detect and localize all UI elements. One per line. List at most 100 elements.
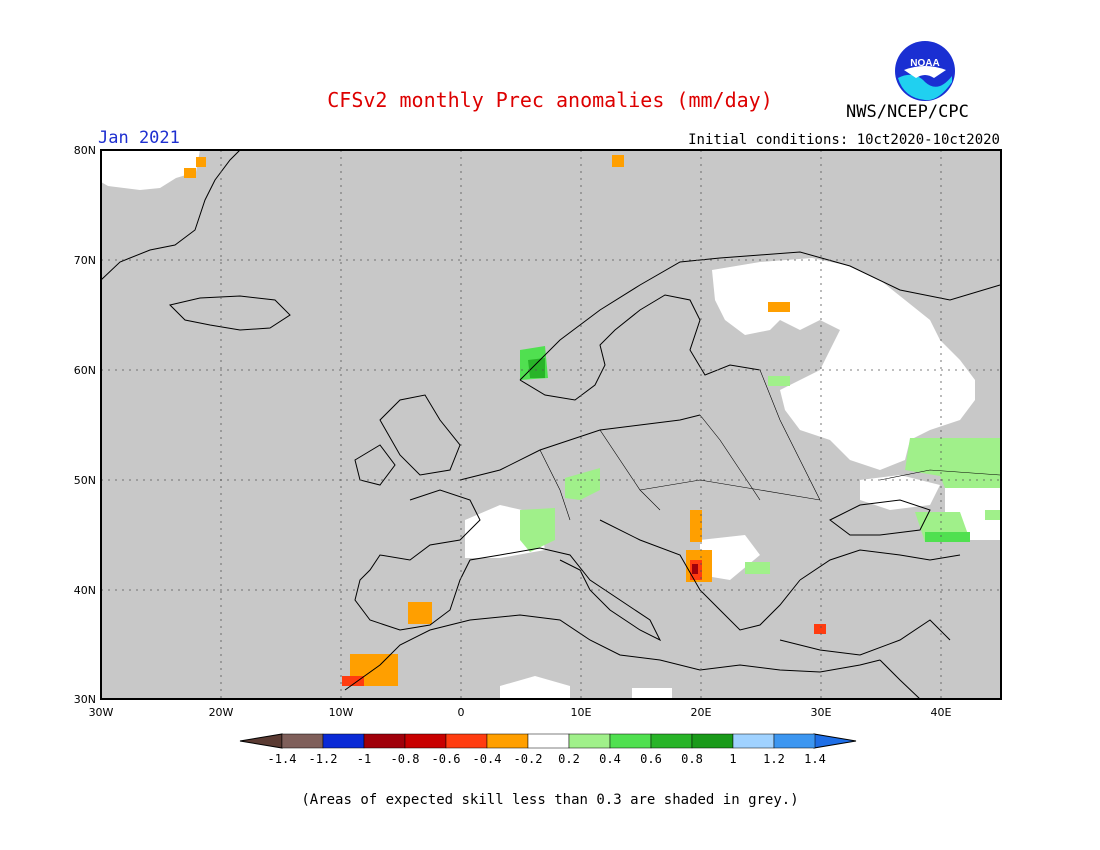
map-frame (100, 149, 1002, 700)
wet-region-norway-core (528, 358, 545, 378)
legend-label: 1.2 (763, 752, 785, 766)
dry-cell-crete (814, 624, 826, 634)
legend-swatch (650, 733, 693, 749)
lat-label: 40N (74, 584, 96, 597)
legend-swatch (322, 733, 365, 749)
coast-levant (879, 659, 921, 700)
wet-region-alps (520, 508, 555, 552)
legend-label: 1 (729, 752, 736, 766)
latitude-labels: 80N 70N 60N 50N 40N 30N (74, 144, 96, 706)
coast-baltic (519, 294, 761, 401)
legend-label: -0.8 (391, 752, 420, 766)
neutral-region-africa (500, 676, 570, 699)
coast-north-sea (459, 414, 701, 481)
noaa-logo-text: NOAA (910, 58, 939, 69)
legend-label: 0.8 (681, 752, 703, 766)
border-danube (639, 479, 821, 501)
legend-swatch (732, 733, 775, 749)
legend-swatch (363, 733, 406, 749)
wet-region-germany (565, 468, 600, 500)
agency-label: NWS/NCEP/CPC (846, 102, 969, 122)
legend-swatch (527, 733, 570, 749)
graticule (101, 150, 1001, 699)
dry-cell-albania-core (692, 564, 698, 574)
legend-low-arrow (239, 733, 283, 749)
coast-iceland (169, 295, 291, 331)
coast-greenland (100, 149, 241, 281)
border-eastern-europe (699, 414, 761, 501)
lon-label: 20W (209, 706, 234, 719)
legend-swatch (486, 733, 529, 749)
legend-label: -0.4 (473, 752, 502, 766)
wet-region-caucasus-core (925, 532, 970, 542)
dry-cell-greenland-a (184, 168, 196, 178)
coast-north-africa (344, 614, 881, 691)
noaa-logo-wave (898, 74, 952, 101)
legend-boxes (281, 733, 816, 749)
legend-swatch (609, 733, 652, 749)
neutral-region-ukraine (860, 475, 940, 510)
forecast-month: Jan 2021 (98, 128, 180, 148)
legend-label: -0.2 (514, 752, 543, 766)
noaa-logo-bird (904, 66, 946, 78)
legend-label: -1 (357, 752, 371, 766)
lat-label: 80N (74, 144, 96, 157)
legend-label: 1.4 (804, 752, 826, 766)
legend-swatch (691, 733, 734, 749)
wet-region-caspian (985, 510, 1000, 520)
coast-anatolia-south (779, 619, 951, 656)
lon-label: 10E (571, 706, 592, 719)
coast-iberia (354, 489, 501, 631)
lon-label: 30E (811, 706, 832, 719)
coast-britain (379, 394, 461, 476)
lat-label: 50N (74, 474, 96, 487)
legend-swatch (773, 733, 816, 749)
coast-italy (499, 547, 662, 642)
coast-balkans (599, 519, 801, 631)
legend-label: -1.2 (309, 752, 338, 766)
lon-label: 30W (89, 706, 114, 719)
legend-label: 0.2 (558, 752, 580, 766)
wet-region-bulgaria (745, 562, 770, 574)
positive-anomaly-regions (520, 346, 1000, 574)
legend-high-arrow (813, 733, 857, 749)
border-russia-kazakhstan (879, 469, 1001, 481)
legend-swatch (281, 733, 324, 749)
longitude-labels: 30W 20W 10W 0 10E 20E 30E 40E (89, 706, 952, 719)
dry-cell-greenland-b (196, 157, 206, 167)
coast-scandinavia-north (519, 251, 1001, 381)
noaa-logo: NOAA (895, 41, 955, 101)
coast-black-sea (829, 499, 931, 536)
lon-label: 20E (691, 706, 712, 719)
chart-title: CFSv2 monthly Prec anomalies (mm/day) (327, 88, 773, 112)
color-legend: -1.4 -1.2 -1 -0.8 -0.6 -0.4 -0.2 0.2 0.4 0.6 0.8 1 1… (239, 733, 857, 766)
legend-swatch (404, 733, 447, 749)
dry-cell-finland (768, 302, 790, 312)
dry-cell-adriatic (690, 510, 702, 542)
neutral-region-greenland (101, 150, 200, 190)
initial-conditions: Initial conditions: 10ct2020-10ct2020 (688, 132, 1000, 148)
legend-label: 0.4 (599, 752, 621, 766)
lon-label: 10W (329, 706, 354, 719)
border-central-europe (599, 429, 661, 511)
coastlines (100, 149, 1001, 700)
wet-region-volga (905, 438, 1000, 488)
lon-label: 40E (931, 706, 952, 719)
legend-label: 0.6 (640, 752, 662, 766)
border-france-germany (539, 449, 571, 521)
lat-label: 30N (74, 693, 96, 706)
lon-label: 0 (458, 706, 465, 719)
neutral-region-libya (632, 688, 672, 699)
lat-label: 70N (74, 254, 96, 267)
coast-anatolia-north (799, 549, 961, 581)
coast-ireland (354, 444, 396, 486)
legend-label: -0.6 (432, 752, 461, 766)
wet-region-baltic (768, 376, 790, 386)
legend-swatch (445, 733, 488, 749)
legend-labels: -1.4 -1.2 -1 -0.8 -0.6 -0.4 -0.2 0.2 0.4 0.6 0.8 1 1… (268, 752, 826, 766)
dry-cell-morocco-core (342, 676, 364, 686)
legend-label: -1.4 (268, 752, 297, 766)
footnote: (Areas of expected skill less than 0.3 a… (301, 792, 799, 808)
lat-label: 60N (74, 364, 96, 377)
